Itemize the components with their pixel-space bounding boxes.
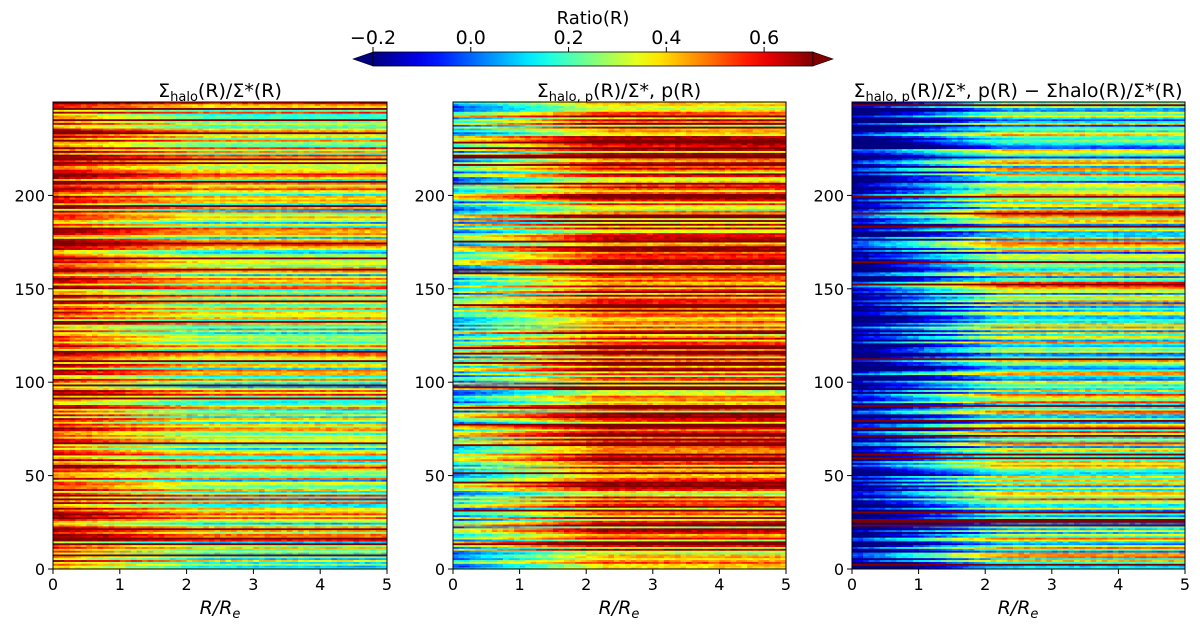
colorbar-tick-label: 0.4 xyxy=(651,27,681,49)
colorbar-extend-high xyxy=(813,52,833,66)
colorbar-tick-label: 0.2 xyxy=(553,27,583,49)
colorbar-tick-label: 0.0 xyxy=(456,27,486,49)
panel-1-heatmap xyxy=(53,102,387,569)
colorbar-tick-label: 0.6 xyxy=(749,27,779,49)
colorbar-gradient xyxy=(373,52,813,66)
colorbar-label: Ratio(R) xyxy=(557,8,630,29)
colorbar: Ratio(R) −0.2 0.0 0.2 0.4 0.6 xyxy=(350,8,833,66)
panel-1-title: Σhalo(R)/Σ*(R) xyxy=(158,80,282,105)
colorbar-tick-label: −0.2 xyxy=(350,27,396,49)
colorbar-extend-low xyxy=(353,52,373,66)
figure: Ratio(R) −0.2 0.0 0.2 0.4 0.6 Σhalo(R)/Σ*(R)… xyxy=(0,0,1200,624)
